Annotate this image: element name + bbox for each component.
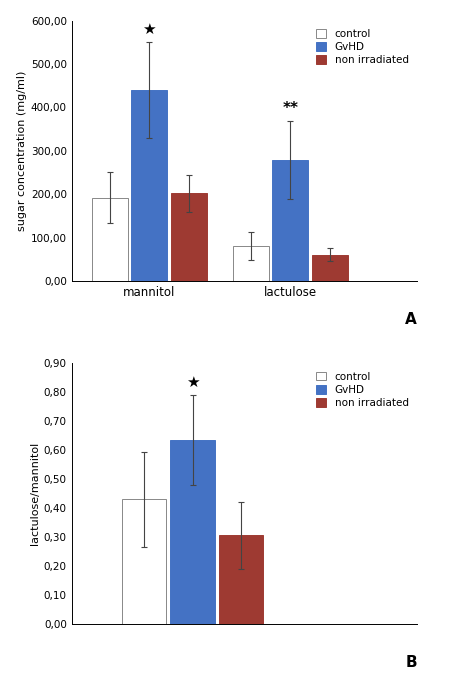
Legend: control, GvHD, non irradiated: control, GvHD, non irradiated [313,26,412,68]
Y-axis label: lactulose/mannitol: lactulose/mannitol [30,442,40,545]
Text: ★: ★ [186,375,200,390]
Bar [219,536,263,624]
Text: **: ** [282,101,298,116]
Bar [233,246,269,281]
Bar [131,90,167,281]
Bar [122,499,166,624]
Y-axis label: sugar concentration (mg/ml): sugar concentration (mg/ml) [17,70,27,231]
Bar [272,160,309,281]
Text: ★: ★ [142,22,156,37]
Text: A: A [405,312,417,327]
Legend: control, GvHD, non irradiated: control, GvHD, non irradiated [313,369,412,411]
Bar [91,198,128,281]
Text: B: B [405,655,417,670]
Bar [311,255,348,281]
Bar [171,194,207,281]
Bar [170,440,215,624]
